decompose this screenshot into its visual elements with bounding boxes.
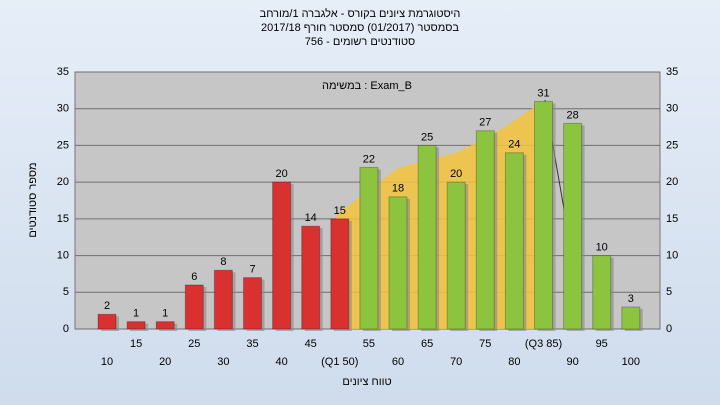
y-tick-label: 5 [63,286,69,298]
x-tick-label: 95 [596,338,608,350]
bar [155,321,175,330]
y-tick-label: 15 [666,213,678,225]
chart-subtitle: סטודנטים רשומים - 756 [305,36,416,48]
bar [126,321,146,330]
bar [272,181,292,330]
y-tick-label: 15 [57,213,69,225]
data-label: 31 [537,87,549,99]
data-label: 27 [479,117,491,129]
data-label: 1 [133,308,139,320]
bar [504,152,524,330]
bar [534,100,553,330]
bar [184,284,204,330]
x-tick-label: (Q3 85) [525,338,562,350]
bar [243,277,262,330]
y-tick-label: 0 [63,323,69,335]
bar [97,313,117,330]
bar [446,181,466,330]
x-tick-label: 55 [363,338,375,350]
x-tick-label: 45 [305,338,317,350]
x-tick-label: 90 [566,356,578,368]
data-label: 15 [334,205,346,217]
x-tick-label: 80 [508,356,520,368]
data-label: 6 [191,271,197,283]
data-label: 8 [220,256,226,268]
y-tick-label: 0 [666,323,672,335]
data-label: 20 [450,168,462,180]
bar [330,218,350,330]
bar [388,196,408,330]
y-tick-label: 10 [666,249,678,261]
x-tick-label: 10 [101,356,113,368]
y-tick-label: 35 [57,66,69,78]
data-label: 20 [275,168,287,180]
data-label: 14 [305,212,317,224]
bar [359,166,379,330]
y-tick-label: 25 [57,139,69,151]
data-label: 3 [628,293,634,305]
bar [621,306,641,330]
x-tick-label: 40 [275,356,287,368]
x-tick-label: 30 [217,356,229,368]
bar [475,130,495,330]
x-tick-label: 35 [246,338,258,350]
chart-title: היסטוגרמת ציונים בקורס - אלגברה 1/מורחב [260,7,461,20]
data-label: 10 [596,241,608,253]
y-tick-label: 20 [57,176,69,188]
bar [213,269,233,330]
x-tick-label: 70 [450,356,462,368]
x-tick-label: 25 [188,338,200,350]
x-tick-label: 60 [392,356,404,368]
x-tick-label: (Q1 50) [321,356,358,368]
data-label: 25 [421,131,433,143]
y-tick-label: 10 [57,249,69,261]
x-tick-label: 65 [421,338,433,350]
y-tick-label: 30 [666,103,678,115]
y-tick-label: 5 [666,286,672,298]
bar [592,255,612,330]
bar [417,144,437,330]
data-label: 22 [363,153,375,165]
x-tick-label: 20 [159,356,171,368]
y-axis-label: מספר סטודנטים [27,162,39,237]
data-label: 7 [249,264,255,276]
y-tick-label: 30 [57,103,69,115]
data-label: 2 [104,300,110,312]
x-tick-label: 75 [479,338,491,350]
x-axis-label: טווח ציונים [342,376,391,388]
bar [301,225,321,330]
x-tick-label: 15 [130,338,142,350]
y-tick-label: 20 [666,176,678,188]
x-tick-label: 100 [622,356,640,368]
data-label: 28 [566,109,578,121]
bar [563,122,583,330]
data-label: 18 [392,183,404,195]
chart-subtitle: בסמסטר (01/2017) סמסטר חורף 2017/18 [261,22,459,34]
data-label: 1 [162,308,168,320]
y-tick-label: 35 [666,66,678,78]
y-tick-label: 25 [666,139,678,151]
data-label: 24 [508,139,520,151]
annotation: במשימה : Exam_B [322,80,412,92]
